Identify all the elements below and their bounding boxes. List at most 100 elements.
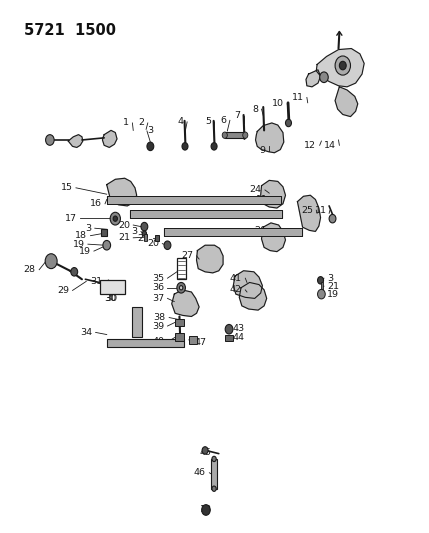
Bar (225, 132, 245, 139)
Text: 21: 21 (327, 281, 339, 290)
Circle shape (329, 214, 336, 223)
Circle shape (243, 132, 248, 139)
Text: 22: 22 (138, 234, 149, 243)
Bar (101, 229, 107, 236)
Circle shape (339, 61, 346, 70)
Bar (145, 233, 147, 241)
Text: 2: 2 (139, 118, 145, 127)
Circle shape (164, 241, 171, 249)
Text: 45: 45 (200, 448, 212, 457)
Text: 30: 30 (105, 294, 117, 303)
Text: 12: 12 (304, 141, 316, 150)
Text: 20: 20 (118, 221, 130, 230)
Circle shape (202, 447, 208, 454)
Text: 37: 37 (152, 294, 164, 303)
Circle shape (225, 325, 233, 334)
Circle shape (110, 212, 121, 225)
Polygon shape (306, 70, 320, 87)
Bar (175, 319, 184, 326)
Text: 41: 41 (230, 273, 242, 282)
Polygon shape (335, 87, 358, 117)
Circle shape (212, 456, 216, 462)
Polygon shape (68, 135, 83, 148)
Bar (177, 258, 186, 279)
Text: 20: 20 (147, 239, 159, 248)
Text: 6: 6 (221, 116, 227, 125)
Polygon shape (297, 195, 320, 231)
Text: 3233: 3233 (105, 286, 127, 295)
Text: 44: 44 (233, 333, 245, 342)
Polygon shape (172, 290, 199, 317)
Bar (154, 235, 159, 241)
Circle shape (177, 282, 185, 293)
Text: 19: 19 (327, 289, 339, 298)
Text: 24: 24 (250, 185, 262, 195)
Text: 11: 11 (314, 206, 326, 215)
Polygon shape (233, 271, 263, 298)
Bar (211, 459, 217, 489)
Text: 17: 17 (65, 214, 77, 223)
Circle shape (320, 72, 328, 83)
Text: 19: 19 (79, 247, 91, 256)
Text: 10: 10 (272, 99, 284, 108)
Bar (130, 210, 282, 217)
Circle shape (141, 222, 148, 231)
Text: 19: 19 (73, 240, 85, 249)
Text: 5721  1500: 5721 1500 (24, 23, 116, 38)
Text: 38: 38 (154, 313, 166, 322)
Text: 3: 3 (131, 227, 138, 236)
Text: 46: 46 (194, 469, 206, 477)
Circle shape (182, 143, 188, 150)
Polygon shape (256, 123, 284, 153)
Circle shape (317, 289, 325, 299)
Text: 40: 40 (152, 337, 164, 346)
Circle shape (45, 254, 57, 269)
Text: 21: 21 (118, 233, 130, 243)
Polygon shape (239, 282, 267, 310)
Text: 18: 18 (75, 231, 87, 240)
Circle shape (45, 135, 54, 146)
Circle shape (71, 268, 78, 276)
Circle shape (202, 505, 210, 515)
Polygon shape (262, 223, 285, 252)
Text: 5: 5 (205, 117, 211, 126)
Text: 35: 35 (152, 273, 164, 282)
Text: 9: 9 (260, 146, 266, 155)
Text: 29: 29 (57, 286, 69, 295)
Text: 43: 43 (233, 324, 245, 333)
Circle shape (103, 240, 111, 250)
Text: 16: 16 (90, 199, 102, 208)
Text: 8: 8 (252, 104, 258, 114)
Bar (320, 282, 323, 290)
Text: 28: 28 (24, 265, 36, 274)
Bar (164, 228, 302, 236)
Text: 36: 36 (152, 283, 164, 292)
Text: 27: 27 (181, 252, 193, 260)
Text: 11: 11 (291, 93, 303, 102)
Polygon shape (196, 245, 223, 273)
Circle shape (317, 277, 323, 284)
Circle shape (212, 486, 216, 491)
Text: 15: 15 (60, 183, 73, 192)
Polygon shape (261, 180, 285, 208)
Circle shape (147, 142, 154, 151)
Circle shape (113, 216, 118, 221)
Text: 3: 3 (147, 126, 154, 135)
Text: 25: 25 (301, 206, 313, 215)
Bar (107, 339, 184, 348)
Circle shape (142, 231, 147, 236)
Text: 42: 42 (230, 285, 242, 294)
Text: 39: 39 (152, 321, 164, 330)
Bar (189, 336, 196, 344)
Text: 7: 7 (234, 111, 240, 120)
Polygon shape (103, 131, 117, 148)
Text: 1: 1 (123, 118, 129, 127)
Text: 30: 30 (104, 294, 116, 303)
Text: 31: 31 (91, 277, 103, 286)
Polygon shape (107, 178, 137, 206)
Bar (225, 335, 233, 341)
Text: 47: 47 (195, 338, 207, 347)
Polygon shape (316, 49, 364, 87)
Bar (133, 308, 142, 337)
Text: 14: 14 (324, 141, 336, 150)
